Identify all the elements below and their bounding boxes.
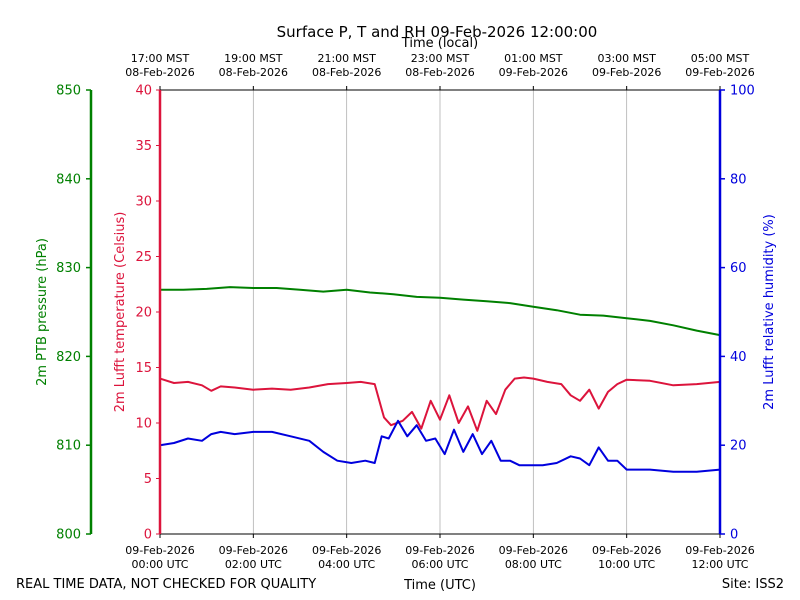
top-tick-label-time: 23:00 MST [411, 52, 470, 65]
top-tick-label-time: 03:00 MST [597, 52, 656, 65]
x-tick-label-time: 02:00 UTC [225, 558, 282, 571]
top-tick-label-time: 19:00 MST [224, 52, 283, 65]
pressure-tick-label: 830 [56, 261, 81, 276]
temperature-tick-label: 25 [135, 250, 152, 265]
temperature-tick-label: 15 [135, 361, 152, 376]
top-tick-label-date: 08-Feb-2026 [125, 66, 194, 79]
x-tick-label-time: 12:00 UTC [691, 558, 748, 571]
humidity-tick-label: 40 [730, 350, 747, 365]
temperature-tick-label: 10 [135, 417, 152, 432]
x-tick-label-time: 00:00 UTC [131, 558, 188, 571]
x-tick-label-date: 09-Feb-2026 [219, 544, 288, 557]
humidity-tick-label: 60 [730, 261, 747, 276]
top-tick-label-time: 21:00 MST [317, 52, 376, 65]
x-tick-label-date: 09-Feb-2026 [685, 544, 754, 557]
temperature-tick-label: 40 [135, 84, 152, 99]
top-tick-label-date: 09-Feb-2026 [685, 66, 754, 79]
x-tick-label-date: 09-Feb-2026 [592, 544, 661, 557]
x-axis-title: Time (UTC) [403, 578, 476, 593]
humidity-tick-label: 80 [730, 172, 747, 187]
top-tick-label-time: 01:00 MST [504, 52, 563, 65]
x-tick-label-date: 09-Feb-2026 [499, 544, 568, 557]
x-tick-label-time: 10:00 UTC [598, 558, 655, 571]
top-tick-label-date: 08-Feb-2026 [312, 66, 381, 79]
pressure-tick-label: 840 [56, 172, 81, 187]
temperature-tick-label: 30 [135, 195, 152, 210]
pressure-tick-label: 820 [56, 350, 81, 365]
pressure-axis-label: 2m PTB pressure (hPa) [35, 238, 50, 386]
top-tick-label-date: 09-Feb-2026 [592, 66, 661, 79]
humidity-series-line [159, 419, 721, 473]
chart-title: Surface P, T and RH 09-Feb-2026 12:00:00 [277, 23, 598, 41]
temperature-tick-label: 5 [144, 472, 152, 487]
x-tick-label-date: 09-Feb-2026 [125, 544, 194, 557]
pressure-tick-label: 800 [56, 528, 81, 543]
humidity-axis-label: 2m Lufft relative humidity (%) [762, 214, 777, 410]
x-tick-label-time: 06:00 UTC [411, 558, 468, 571]
x-tick-label-time: 08:00 UTC [505, 558, 562, 571]
humidity-tick-label: 100 [730, 84, 755, 99]
pressure-tick-label: 850 [56, 84, 81, 99]
top-tick-label-date: 08-Feb-2026 [219, 66, 288, 79]
x-tick-label-date: 09-Feb-2026 [405, 544, 474, 557]
top-tick-label-date: 08-Feb-2026 [405, 66, 474, 79]
series-layer [159, 286, 721, 473]
temperature-axis-label: 2m Lufft temperature (Celsius) [113, 212, 128, 413]
temperature-tick-label: 35 [135, 139, 152, 154]
footer-site: Site: ISS2 [722, 577, 784, 592]
humidity-tick-label: 20 [730, 439, 747, 454]
top-axis-title: Time (local) [401, 36, 478, 51]
footer-disclaimer: REAL TIME DATA, NOT CHECKED FOR QUALITY [16, 577, 316, 592]
temperature-series-line [159, 376, 721, 432]
top-tick-label-date: 09-Feb-2026 [499, 66, 568, 79]
temperature-tick-label: 0 [144, 528, 152, 543]
top-tick-label-time: 17:00 MST [131, 52, 190, 65]
grid-layer [252, 90, 628, 534]
temperature-tick-label: 20 [135, 306, 152, 321]
pressure-tick-label: 810 [56, 439, 81, 454]
pressure-series-line [160, 286, 721, 337]
top-tick-label-time: 05:00 MST [691, 52, 750, 65]
x-tick-label-time: 04:00 UTC [318, 558, 375, 571]
x-tick-label-date: 09-Feb-2026 [312, 544, 381, 557]
humidity-tick-label: 0 [730, 528, 738, 543]
